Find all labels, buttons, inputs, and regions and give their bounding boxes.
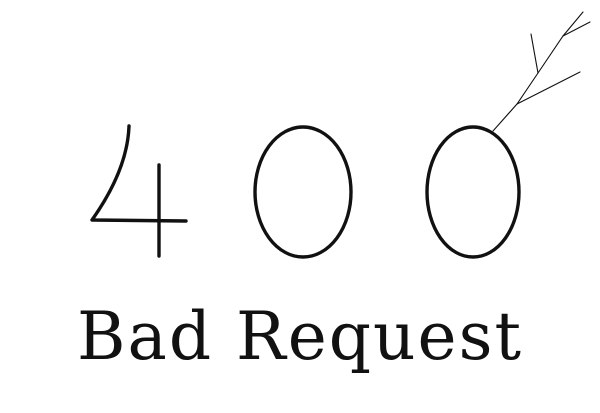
digit-0-glyph-second xyxy=(425,125,521,259)
error-message: Bad Request xyxy=(76,298,524,375)
digit-0-glyph-first xyxy=(253,125,353,259)
error-code-graphic xyxy=(90,11,591,259)
branch-icon xyxy=(492,11,591,132)
digit-4-glyph xyxy=(90,124,188,258)
